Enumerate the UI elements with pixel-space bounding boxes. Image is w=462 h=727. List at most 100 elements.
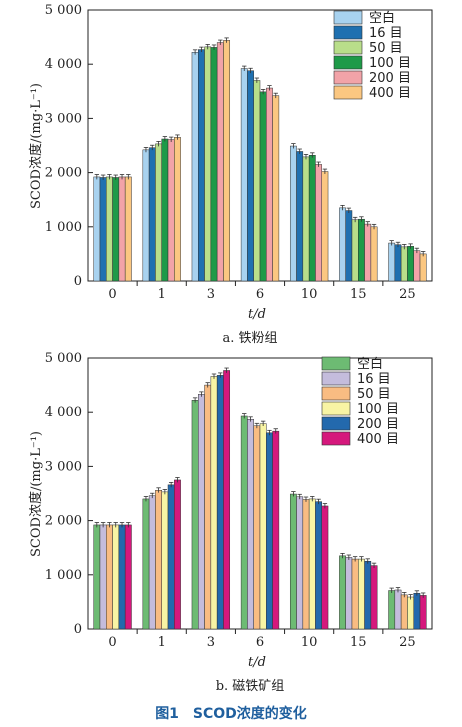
- bar-3-25: [400, 594, 408, 630]
- legend-swatch: [321, 356, 351, 371]
- legend-label: 400 目: [357, 432, 399, 447]
- bar-2-3: [198, 394, 205, 630]
- legend-swatch: [321, 401, 351, 416]
- bar-4-1: [161, 138, 169, 282]
- bar-5-1: [167, 484, 175, 630]
- bar-1-15: [339, 555, 346, 630]
- bar-5-25: [413, 250, 421, 282]
- bar-2-3: [198, 49, 205, 282]
- bar-2-15: [345, 557, 353, 630]
- y-tick-label: 3 000: [45, 459, 82, 474]
- x-tick-label: 6: [256, 635, 264, 650]
- bar-1-25: [388, 242, 396, 282]
- legend-swatch: [321, 416, 351, 431]
- bar-4-10: [308, 498, 316, 630]
- bar-6-10: [321, 171, 329, 282]
- bar-3-0: [106, 176, 113, 282]
- bar-3-15: [351, 558, 359, 630]
- y-tick-label: 4 000: [45, 57, 82, 72]
- legend-swatch: [333, 55, 363, 70]
- bar-4-0: [112, 524, 120, 630]
- y-axis-label: SCOD浓度/(mg·L⁻¹): [28, 83, 44, 209]
- bar-3-25: [400, 246, 408, 282]
- bar-2-25: [394, 589, 402, 630]
- legend-label: 空白: [369, 10, 395, 26]
- bar-6-0: [124, 524, 132, 630]
- bar-5-6: [266, 87, 273, 282]
- x-tick-label: 10: [301, 635, 318, 650]
- bar-2-1: [148, 495, 156, 630]
- bar-5-10: [315, 164, 322, 282]
- legend-label: 100 目: [357, 402, 399, 417]
- bar-2-25: [394, 244, 402, 282]
- bar-4-15: [358, 558, 365, 630]
- bar-1-3: [191, 52, 199, 282]
- bar-3-10: [302, 499, 310, 630]
- legend-swatch: [321, 386, 351, 401]
- bar-2-1: [148, 147, 156, 282]
- x-tick-label: 10: [301, 287, 318, 302]
- x-tick-label: 25: [399, 287, 416, 302]
- bar-1-1: [142, 498, 150, 630]
- bar-1-10: [289, 145, 297, 282]
- x-axis-label: t/d: [248, 307, 266, 322]
- legend-label: 200 目: [369, 71, 411, 86]
- panel-caption: b. 磁铁矿组: [216, 679, 285, 694]
- chart-panel-b: 0 1 000 2 000 3 000 4 000 5 000 SCOD浓度/(mg·L⁻¹…: [28, 351, 433, 694]
- bar-3-6: [253, 80, 261, 282]
- legend-swatch: [321, 431, 351, 446]
- x-axis-label: t/d: [248, 655, 266, 670]
- bar-5-15: [364, 561, 372, 630]
- panel-caption: a. 铁粉组: [222, 331, 277, 346]
- x-tick-label: 15: [350, 635, 367, 650]
- legend-swatch: [333, 25, 363, 40]
- x-tick-label: 6: [256, 287, 264, 302]
- bar-3-0: [106, 524, 113, 630]
- bar-6-3: [223, 370, 231, 630]
- bar-6-15: [370, 226, 378, 282]
- bar-6-3: [223, 40, 231, 282]
- bar-6-1: [174, 137, 181, 282]
- bar-5-3: [216, 42, 224, 282]
- bar-5-25: [413, 592, 421, 630]
- y-tick-label: 1 000: [45, 220, 82, 235]
- y-tick-label: 1 000: [45, 568, 82, 583]
- bar-1-1: [142, 149, 150, 282]
- bar-6-15: [370, 565, 378, 630]
- figure-title: 图1 SCOD浓度的变化: [155, 705, 307, 722]
- bar-3-1: [155, 143, 162, 282]
- bar-6-6: [272, 430, 280, 630]
- bar-5-15: [364, 223, 372, 282]
- bar-1-25: [388, 590, 396, 630]
- bar-1-6: [240, 68, 248, 282]
- x-tick-label: 25: [399, 635, 416, 650]
- bar-5-0: [118, 176, 126, 282]
- bar-1-15: [339, 207, 346, 282]
- bar-4-10: [308, 155, 316, 282]
- legend-label: 200 目: [357, 417, 399, 432]
- legend-swatch: [333, 10, 363, 25]
- legend-label: 50 目: [357, 387, 391, 402]
- bar-5-0: [118, 524, 126, 630]
- legend-label: 50 目: [369, 41, 403, 56]
- bar-5-1: [167, 139, 175, 282]
- bar-3-1: [155, 489, 162, 630]
- bar-2-6: [247, 418, 254, 630]
- bar-2-15: [345, 210, 353, 282]
- y-tick-label: 4 000: [45, 405, 82, 420]
- bar-2-0: [99, 177, 107, 282]
- bar-3-3: [204, 46, 212, 282]
- x-tick-label: 3: [207, 287, 215, 302]
- y-tick-label: 3 000: [45, 111, 82, 126]
- bar-6-25: [419, 595, 427, 630]
- bar-3-15: [351, 219, 359, 282]
- legend-label: 16 目: [357, 372, 391, 387]
- legend-label: 400 目: [369, 86, 411, 101]
- x-tick-label: 0: [108, 287, 116, 302]
- bar-1-6: [240, 415, 248, 630]
- bar-5-3: [216, 375, 224, 630]
- bar-1-0: [93, 176, 101, 282]
- legend-label: 空白: [357, 356, 383, 372]
- y-tick-label: 5 000: [45, 3, 82, 18]
